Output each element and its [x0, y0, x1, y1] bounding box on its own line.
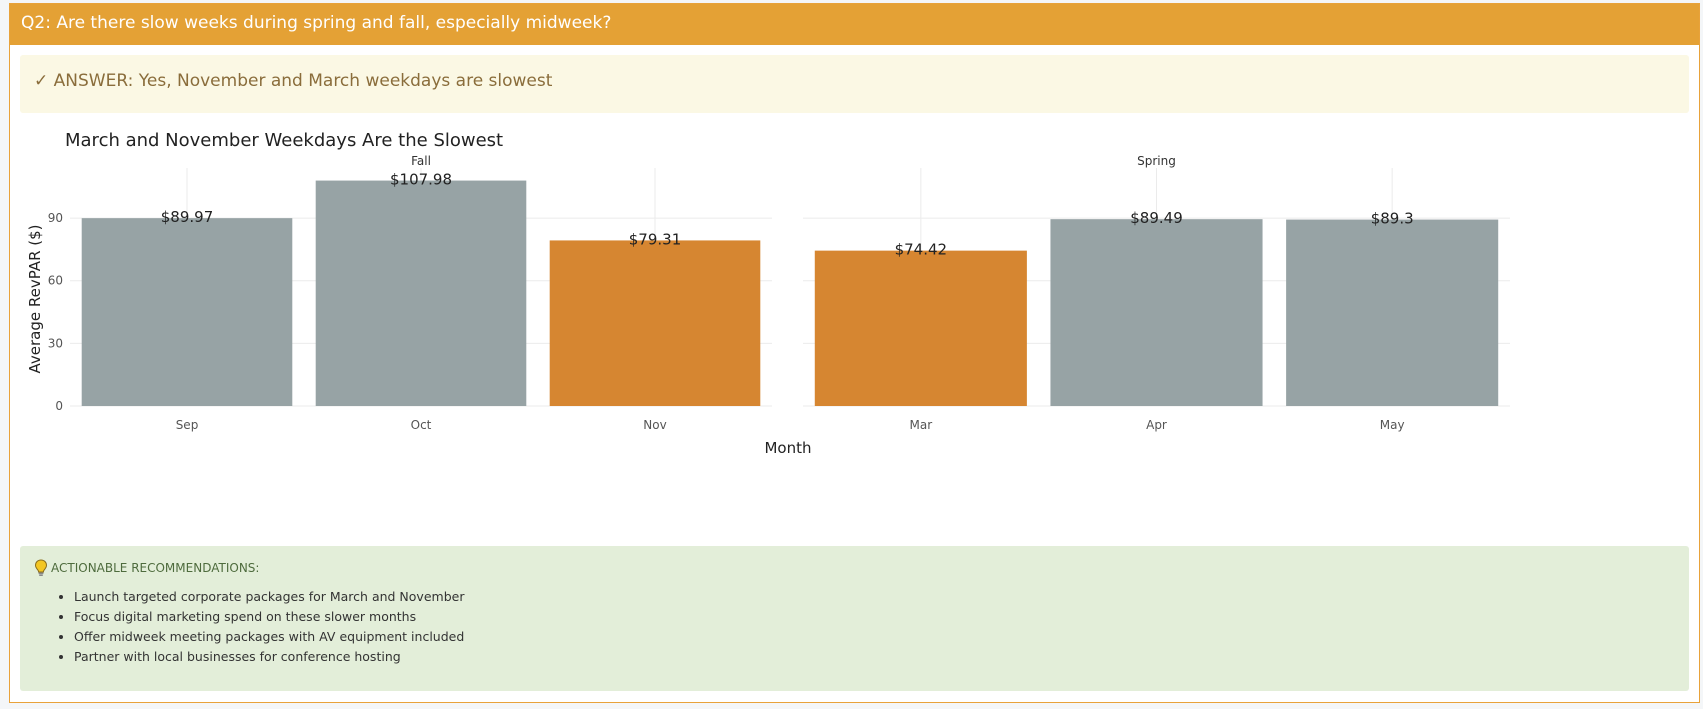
recommendations-list: Launch targeted corporate packages for M…: [74, 587, 1689, 667]
bar: [315, 180, 527, 406]
revpar-chart: March and November Weekdays Are the Slow…: [10, 119, 1701, 519]
x-tick-label: May: [1380, 418, 1405, 432]
recommendations-box: ACTIONABLE RECOMMENDATIONS: Launch targe…: [20, 546, 1689, 691]
list-item: Partner with local businesses for confer…: [74, 647, 1689, 667]
chart-title: March and November Weekdays Are the Slow…: [65, 130, 503, 151]
question-card: Q2: Are there slow weeks during spring a…: [9, 3, 1700, 703]
x-tick-label: Apr: [1146, 418, 1167, 432]
x-axis-title: Month: [764, 439, 811, 457]
bar: [81, 218, 293, 406]
list-item: Offer midweek meeting packages with AV e…: [74, 627, 1689, 647]
answer-box: ✓ ANSWER: Yes, November and March weekda…: [20, 55, 1689, 113]
lightbulb-icon: [34, 559, 48, 576]
bar-value-label: $89.49: [1130, 209, 1183, 227]
card-header: Q2: Are there slow weeks during spring a…: [10, 4, 1699, 45]
bar-value-label: $89.3: [1371, 210, 1414, 228]
x-tick-label: Sep: [176, 418, 199, 432]
y-axis-title: Average RevPAR ($): [26, 224, 44, 373]
bar-value-label: $89.97: [161, 208, 214, 226]
y-tick-label: 30: [48, 336, 63, 350]
recommendations-heading: ACTIONABLE RECOMMENDATIONS:: [51, 561, 260, 575]
card-title: Q2: Are there slow weeks during spring a…: [21, 13, 612, 33]
bar-value-label: $107.98: [390, 171, 452, 189]
x-tick-label: Nov: [643, 418, 666, 432]
bar: [1050, 219, 1263, 406]
list-item: Focus digital marketing spend on these s…: [74, 607, 1689, 627]
y-tick-label: 0: [55, 399, 63, 413]
bar-value-label: $74.42: [895, 241, 948, 259]
bar-value-label: $79.31: [629, 230, 682, 248]
y-tick-label: 90: [48, 211, 63, 225]
facet-label: Fall: [411, 154, 431, 168]
bar: [1286, 219, 1499, 406]
bar: [549, 240, 761, 406]
answer-text: ✓ ANSWER: Yes, November and March weekda…: [34, 71, 553, 91]
facet-label: Spring: [1137, 154, 1176, 168]
x-tick-label: Oct: [411, 418, 432, 432]
list-item: Launch targeted corporate packages for M…: [74, 587, 1689, 607]
x-tick-label: Mar: [910, 418, 933, 432]
chart-svg: March and November Weekdays Are the Slow…: [26, 130, 1510, 457]
y-tick-label: 60: [48, 274, 63, 288]
recommendations-header: ACTIONABLE RECOMMENDATIONS:: [34, 559, 1689, 577]
bar: [814, 250, 1027, 406]
